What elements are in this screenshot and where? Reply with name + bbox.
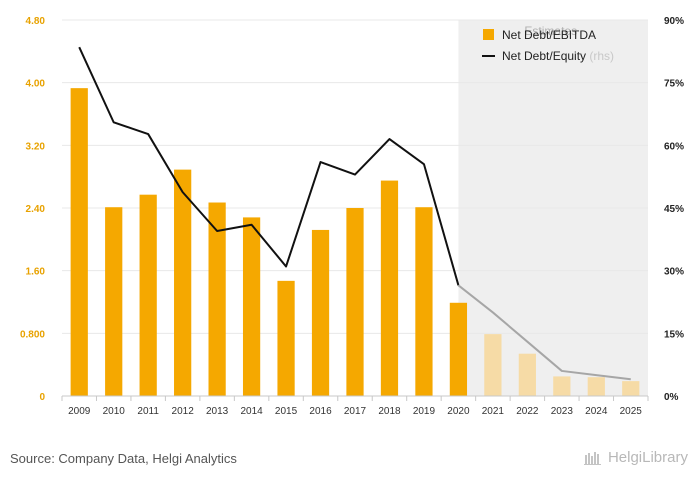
- y-right-tick-label: 60%: [664, 141, 684, 152]
- x-tick-label: 2021: [482, 406, 505, 417]
- legend-label-net-debt-ebitda: Net Debt/EBITDA: [502, 28, 596, 42]
- x-tick-label: 2019: [413, 406, 436, 417]
- bar: [449, 302, 468, 396]
- bar: [105, 207, 123, 396]
- x-tick-label: 2011: [137, 406, 159, 417]
- axes: 0 0.800 1.60 2.40 3.20 4.00 4.80 0% 15% 30% 45% 60%…: [20, 16, 684, 417]
- y-left-tick-label: 4.00: [26, 79, 46, 90]
- legend: Net Debt/EBITDA Net Debt/Equity (rhs): [482, 28, 614, 63]
- x-tick-label: 2016: [309, 406, 332, 417]
- x-tick-label: 2014: [240, 406, 263, 417]
- x-tick-label: 2025: [620, 406, 643, 417]
- legend-label-net-debt-equity: Net Debt/Equity (rhs): [502, 49, 614, 63]
- y-left-tick-label: 2.40: [26, 204, 46, 215]
- y-right-tick-label: 75%: [664, 79, 684, 90]
- line-net-debt-equity: [78, 46, 631, 381]
- y-left-tick-label: 4.80: [26, 16, 46, 27]
- y-left-tick-label: 1.60: [26, 267, 46, 278]
- x-tick-label: 2009: [68, 406, 91, 417]
- bar: [518, 353, 536, 396]
- estimates-label: Estimates: [524, 24, 577, 38]
- brand-logo: HelgiLibrary: [583, 449, 688, 466]
- bar: [242, 217, 261, 396]
- y-left-tick-label: 0: [39, 392, 45, 403]
- x-tick-label: 2018: [378, 406, 401, 417]
- bar: [415, 207, 433, 396]
- x-tick-label: 2012: [172, 406, 195, 417]
- bar: [174, 169, 192, 396]
- bar: [484, 334, 502, 396]
- x-tick-label: 2024: [585, 406, 608, 417]
- line-series-estimate: [457, 284, 631, 381]
- y-right-tick-label: 15%: [664, 329, 684, 340]
- bar: [208, 202, 226, 396]
- bar: [277, 280, 295, 396]
- x-tick-label: 2020: [447, 406, 470, 417]
- bar: [70, 88, 88, 397]
- y-right-tick-label: 45%: [664, 204, 684, 215]
- x-tick-label: 2017: [344, 406, 367, 417]
- brand-name: HelgiLibrary: [607, 449, 688, 466]
- library-icon: [583, 451, 601, 465]
- x-tick-label: 2010: [103, 406, 126, 417]
- bar: [587, 377, 605, 396]
- chart: Estimates 0 0.800 1.60 2.40 3.20 4.00 4.80 0% 15…: [20, 16, 684, 417]
- bar: [346, 208, 364, 396]
- bar: [553, 376, 571, 396]
- y-right-tick-label: 0%: [664, 392, 679, 403]
- source-note: Source: Company Data, Helgi Analytics: [10, 451, 237, 466]
- y-left-tick-label: 0.800: [20, 329, 45, 340]
- x-tick-label: 2013: [206, 406, 229, 417]
- bars-net-debt-ebitda: [70, 88, 640, 397]
- bar: [380, 180, 399, 396]
- y-left-tick-label: 3.20: [26, 141, 46, 152]
- bar: [139, 194, 157, 396]
- x-tick-label: 2023: [551, 406, 574, 417]
- y-right-tick-label: 30%: [664, 267, 684, 278]
- bar: [311, 229, 330, 396]
- line-series-actual: [78, 46, 460, 286]
- legend-swatch-bar: [483, 29, 494, 40]
- x-tick-label: 2022: [516, 406, 539, 417]
- y-right-tick-label: 90%: [664, 16, 684, 27]
- x-tick-label: 2015: [275, 406, 298, 417]
- bar: [622, 381, 640, 396]
- legend-label-rhs: (rhs): [589, 49, 614, 63]
